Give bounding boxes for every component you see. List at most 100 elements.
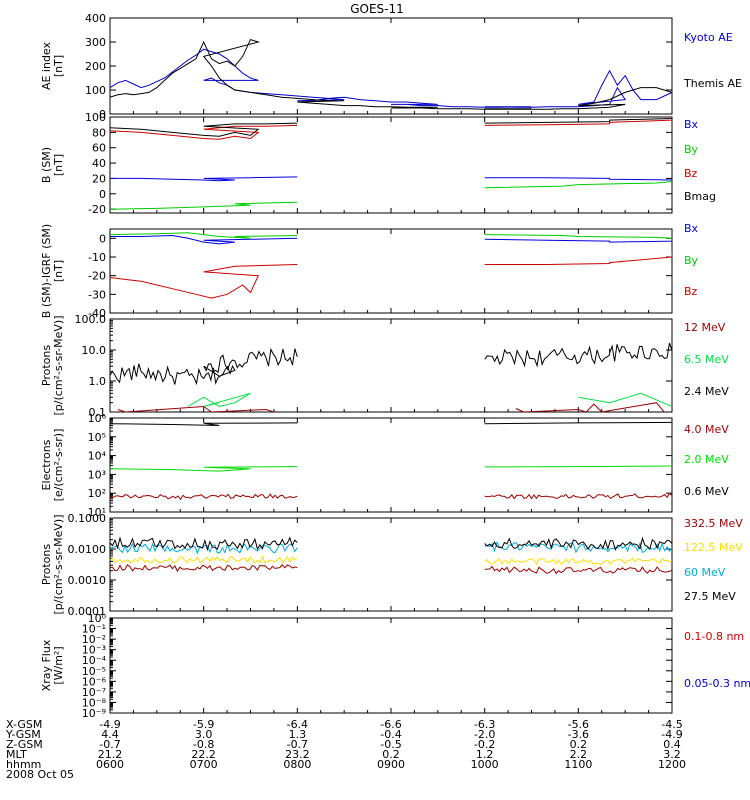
legend-electrons-2: 0.6 MeV bbox=[684, 485, 729, 498]
footer-value-2-3: -0.5 bbox=[380, 738, 401, 751]
footer-value-3-6: 3.2 bbox=[663, 748, 681, 761]
series-electrons-1-seg-0 bbox=[110, 466, 298, 472]
footer-value-0-5: -5.6 bbox=[568, 718, 589, 731]
y-axis-label-ae-1: [nT] bbox=[52, 55, 65, 77]
panel-bsm: -20 0 20 40 60 80 100 B (SM) [nT] Bx By Bz Bmag bbox=[40, 111, 716, 216]
legend-protons_high-0: 332.5 MeV bbox=[684, 517, 743, 530]
footer-value-3-2: 23.2 bbox=[285, 748, 310, 761]
y-tick-label-xray-9: 10⁰ bbox=[88, 612, 107, 625]
y-tick-label-xray-3: 10⁻⁶ bbox=[82, 675, 107, 688]
series-electrons-2-seg-0 bbox=[110, 422, 298, 426]
x-axis-table: X-GSM -4.9 -5.9 -6.4 -6.6 -6.3 -5.6 -4.5 Y-GSM 4.… bbox=[5, 718, 686, 771]
y-tick-label-protons_low-2: 10.0 bbox=[82, 344, 107, 357]
footer-value-1-1: 3.0 bbox=[195, 728, 213, 741]
footer-value-4-5: 1100 bbox=[564, 758, 592, 771]
y-tick-label-xray-4: 10⁻⁵ bbox=[82, 665, 106, 678]
series-protons_high-2-seg-0 bbox=[110, 542, 298, 555]
y-tick-label-electrons-4: 10⁵ bbox=[88, 431, 106, 444]
legend-protons_low-1: 6.5 MeV bbox=[684, 353, 729, 366]
y-tick-label-bsm-4: 60 bbox=[92, 142, 106, 155]
footer-row-label-3: MLT bbox=[6, 748, 27, 761]
panel-frame-protons_high bbox=[109, 517, 673, 612]
y-tick-label-bigrf-1: -30 bbox=[88, 288, 106, 301]
legend-protons_low-2: 2.4 MeV bbox=[684, 385, 729, 398]
footer-value-1-2: 1.3 bbox=[289, 728, 307, 741]
series-electrons-0-seg-1 bbox=[484, 492, 672, 500]
footer-value-4-1: 0700 bbox=[190, 758, 218, 771]
y-tick-label-electrons-5: 10⁶ bbox=[88, 412, 107, 425]
panel-bigrf: -40 -30 -20 -10 0 B (SM)-IGRF (SM) [nT] Bx By Bz bbox=[40, 222, 699, 320]
footer-value-3-3: 0.2 bbox=[382, 748, 400, 761]
series-protons_high-0-seg-1 bbox=[484, 565, 672, 575]
y-tick-label-bigrf-0: -40 bbox=[88, 307, 106, 320]
y-axis-label-xray-1: [W/m²] bbox=[52, 646, 65, 684]
y-axis-label-protons_low-1: [p/(cm²-s-sr-MeV)] bbox=[52, 316, 65, 416]
y-axis-label-bigrf-1: [nT] bbox=[52, 260, 65, 282]
legend-protons_high-3: 27.5 MeV bbox=[684, 590, 736, 603]
series-bigrf-0-seg-1 bbox=[484, 238, 672, 243]
panel-frame-xray bbox=[109, 617, 673, 714]
footer-value-1-5: -3.6 bbox=[568, 728, 589, 741]
y-tick-label-protons_low-1: 1.0 bbox=[89, 375, 107, 388]
legend-protons_low-0: 12 MeV bbox=[684, 321, 726, 334]
y-tick-label-bsm-0: -20 bbox=[88, 203, 106, 216]
footer-value-0-1: -5.9 bbox=[193, 718, 214, 731]
y-tick-label-electrons-0: 10¹ bbox=[88, 506, 106, 519]
footer-value-4-3: 0900 bbox=[377, 758, 405, 771]
legend-bigrf-1: By bbox=[684, 254, 699, 267]
footer-value-3-4: 1.2 bbox=[476, 748, 494, 761]
y-tick-label-protons_high-1: 0.0010 bbox=[68, 574, 107, 587]
legend-ae-1: Themis AE bbox=[683, 77, 742, 90]
legend-bigrf-2: Bz bbox=[684, 285, 698, 298]
y-axis-label-electrons-0: Electrons bbox=[40, 439, 53, 490]
footer-value-0-4: -6.3 bbox=[474, 718, 495, 731]
footer-value-1-3: -0.4 bbox=[380, 728, 401, 741]
series-bigrf-0-seg-0 bbox=[110, 234, 298, 245]
y-tick-label-protons_high-0: 0.0001 bbox=[68, 605, 107, 618]
series-bsm-2-seg-0 bbox=[110, 124, 298, 140]
panel-frame-protons_low bbox=[109, 318, 673, 413]
series-protons_low-2-seg-1 bbox=[484, 341, 672, 368]
series-electrons-1-seg-1 bbox=[484, 465, 672, 468]
series-bigrf-1-seg-1 bbox=[484, 234, 672, 239]
footer-row-label-2: Z-GSM bbox=[6, 738, 43, 751]
legend-ae-0: Kyoto AE bbox=[684, 31, 733, 44]
series-bsm-1-seg-0 bbox=[110, 201, 298, 210]
y-tick-label-bsm-6: 100 bbox=[85, 111, 106, 124]
series-bsm-0-seg-0 bbox=[110, 176, 298, 182]
legend-bsm-0: Bx bbox=[684, 118, 699, 131]
legend-xray-0: 0.1-0.8 nm bbox=[684, 630, 744, 643]
series-protons_high-0-seg-0 bbox=[110, 564, 298, 573]
series-bigrf-1-seg-0 bbox=[110, 232, 298, 239]
y-tick-label-protons_low-0: 0.1 bbox=[89, 406, 107, 419]
legend-bsm-3: Bmag bbox=[684, 190, 716, 203]
footer-value-2-6: 0.4 bbox=[663, 738, 681, 751]
legend-xray-1: 0.05-0.3 nm bbox=[684, 677, 750, 690]
footer-value-2-4: -0.2 bbox=[474, 738, 495, 751]
panel-xray: 10⁻⁹10⁻⁸10⁻⁷10⁻⁶10⁻⁵10⁻⁴10⁻³10⁻²10⁻¹10⁰ X… bbox=[40, 612, 750, 720]
footer-value-4-0: 0600 bbox=[96, 758, 124, 771]
footer-value-1-6: -4.9 bbox=[661, 728, 682, 741]
series-ae-1-seg-0 bbox=[110, 38, 672, 110]
footer-value-2-1: -0.8 bbox=[193, 738, 214, 751]
footer-value-3-1: 22.2 bbox=[191, 748, 216, 761]
y-tick-label-xray-8: 10⁻¹ bbox=[82, 623, 106, 636]
panel-frame-electrons bbox=[109, 417, 673, 513]
series-bsm-0-seg-1 bbox=[484, 177, 672, 181]
legend-protons_high-1: 122.5 MeV bbox=[684, 541, 743, 554]
series-protons_high-1-seg-0 bbox=[110, 555, 298, 564]
legend-electrons-1: 2.0 MeV bbox=[684, 453, 729, 466]
footer-value-4-2: 0800 bbox=[283, 758, 311, 771]
footer-value-3-0: 21.2 bbox=[98, 748, 123, 761]
footer-value-2-2: -0.7 bbox=[287, 738, 308, 751]
y-tick-label-electrons-3: 10⁴ bbox=[88, 450, 107, 463]
series-bsm-2-seg-1 bbox=[484, 118, 672, 126]
series-bsm-3-seg-1 bbox=[484, 117, 672, 124]
footer-value-2-0: -0.7 bbox=[99, 738, 120, 751]
y-tick-label-protons_high-2: 0.0100 bbox=[68, 543, 107, 556]
footer-value-4-6: 1200 bbox=[658, 758, 686, 771]
date-label: 2008 Oct 05 bbox=[6, 768, 74, 781]
